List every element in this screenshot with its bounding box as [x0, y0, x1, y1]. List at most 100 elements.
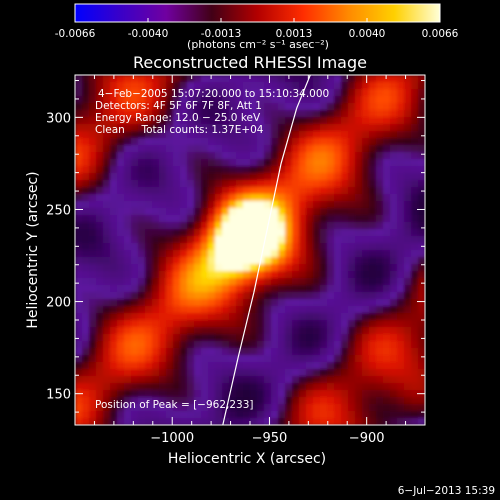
heatmap-cell	[348, 313, 356, 321]
heatmap-cell	[306, 229, 314, 237]
heatmap-cell	[285, 180, 293, 188]
heatmap-cell	[187, 201, 195, 209]
heatmap-cell	[96, 152, 104, 160]
heatmap-cell	[173, 397, 181, 405]
heatmap-cell	[194, 320, 202, 328]
heatmap-cell	[271, 362, 279, 370]
heatmap-cell	[390, 418, 398, 425]
heatmap-cell	[152, 229, 160, 237]
heatmap-cell	[236, 341, 244, 349]
heatmap-cell	[222, 271, 230, 279]
heatmap-cell	[159, 362, 167, 370]
heatmap-cell	[103, 418, 111, 425]
heatmap-cell	[152, 278, 160, 286]
heatmap-cell	[376, 362, 384, 370]
heatmap-cell	[411, 271, 419, 279]
heatmap-cell	[159, 124, 167, 132]
heatmap-cell	[418, 257, 425, 265]
heatmap-cell	[383, 257, 391, 265]
heatmap-cell	[334, 404, 342, 412]
heatmap-cell	[362, 75, 370, 83]
heatmap-cell	[383, 334, 391, 342]
heatmap-cell	[383, 236, 391, 244]
heatmap	[75, 75, 425, 425]
heatmap-cell	[250, 348, 258, 356]
heatmap-cell	[348, 418, 356, 425]
heatmap-cell	[348, 376, 356, 384]
heatmap-cell	[243, 264, 251, 272]
heatmap-cell	[320, 138, 328, 146]
heatmap-cell	[362, 264, 370, 272]
heatmap-cell	[243, 334, 251, 342]
heatmap-cell	[411, 327, 419, 335]
heatmap-cell	[369, 222, 377, 230]
heatmap-cell	[215, 103, 223, 111]
heatmap-cell	[327, 82, 335, 90]
heatmap-cell	[313, 348, 321, 356]
heatmap-cell	[159, 145, 167, 153]
heatmap-cell	[355, 397, 363, 405]
heatmap-cell	[341, 341, 349, 349]
heatmap-cell	[348, 334, 356, 342]
heatmap-cell	[355, 369, 363, 377]
heatmap-cell	[285, 159, 293, 167]
heatmap-cell	[404, 411, 412, 419]
heatmap-cell	[404, 124, 412, 132]
heatmap-cell	[117, 362, 125, 370]
heatmap-cell	[159, 306, 167, 314]
heatmap-cell	[75, 201, 83, 209]
heatmap-cell	[194, 376, 202, 384]
heatmap-cell	[278, 278, 286, 286]
heatmap-cell	[152, 152, 160, 160]
heatmap-cell	[159, 236, 167, 244]
heatmap-cell	[89, 159, 97, 167]
heatmap-cell	[264, 362, 272, 370]
heatmap-cell	[201, 194, 209, 202]
heatmap-cell	[236, 355, 244, 363]
heatmap-cell	[411, 250, 419, 258]
heatmap-cell	[180, 411, 188, 419]
heatmap-cell	[257, 75, 265, 83]
heatmap-cell	[369, 117, 377, 125]
heatmap-cell	[362, 313, 370, 321]
heatmap-cell	[348, 131, 356, 139]
heatmap-cell	[271, 138, 279, 146]
heatmap-cell	[306, 299, 314, 307]
heatmap-cell	[320, 348, 328, 356]
heatmap-cell	[89, 236, 97, 244]
heatmap-cell	[194, 187, 202, 195]
heatmap-cell	[236, 208, 244, 216]
heatmap-cell	[243, 145, 251, 153]
heatmap-cell	[250, 124, 258, 132]
heatmap-cell	[383, 152, 391, 160]
heatmap-cell	[418, 355, 425, 363]
heatmap-cell	[327, 271, 335, 279]
heatmap-cell	[369, 397, 377, 405]
heatmap-cell	[117, 369, 125, 377]
heatmap-cell	[397, 117, 405, 125]
heatmap-cell	[194, 96, 202, 104]
heatmap-cell	[194, 236, 202, 244]
heatmap-cell	[152, 110, 160, 118]
heatmap-cell	[411, 341, 419, 349]
heatmap-cell	[103, 96, 111, 104]
heatmap-cell	[124, 229, 132, 237]
heatmap-cell	[187, 138, 195, 146]
heatmap-cell	[327, 306, 335, 314]
heatmap-cell	[376, 194, 384, 202]
heatmap-cell	[390, 264, 398, 272]
heatmap-cell	[159, 264, 167, 272]
heatmap-cell	[96, 166, 104, 174]
heatmap-cell	[250, 376, 258, 384]
heatmap-cell	[152, 75, 160, 83]
heatmap-cell	[334, 285, 342, 293]
heatmap-cell	[201, 404, 209, 412]
heatmap-cell	[124, 152, 132, 160]
heatmap-cell	[159, 348, 167, 356]
heatmap-cell	[215, 313, 223, 321]
heatmap-cell	[117, 299, 125, 307]
heatmap-cell	[341, 390, 349, 398]
heatmap-cell	[75, 306, 83, 314]
heatmap-cell	[327, 334, 335, 342]
heatmap-cell	[264, 404, 272, 412]
